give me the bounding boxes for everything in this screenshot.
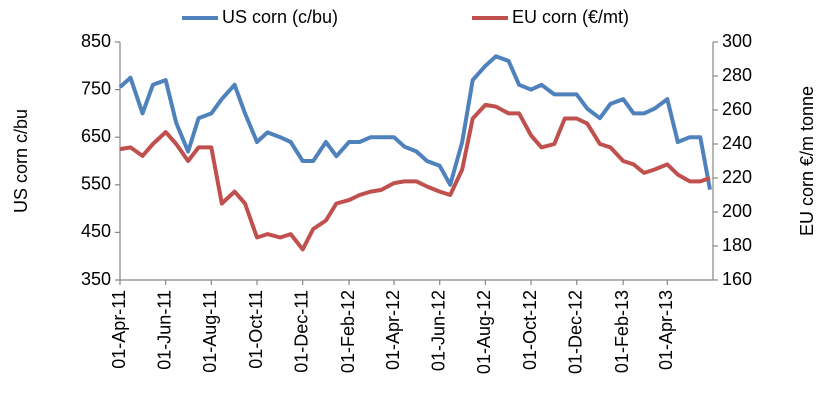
x-tick-label: 01-Aug-12	[474, 290, 494, 374]
y-axis-label: US corn c/bu	[11, 109, 31, 213]
y-tick-label: 650	[81, 126, 111, 146]
series-line	[119, 102, 711, 252]
y2-tick-label: 220	[722, 167, 752, 187]
x-tick-label: 01-Jun-11	[154, 290, 174, 370]
y2-tick-label: 160	[722, 269, 752, 289]
legend-label: US corn (c/bu)	[222, 7, 338, 27]
y2-axis-label: EU corn €/m tonne	[797, 86, 817, 236]
y-tick-label: 850	[81, 31, 111, 51]
y-tick-label: 350	[81, 269, 111, 289]
y2-tick-label: 240	[722, 133, 752, 153]
y2-tick-label: 280	[722, 65, 752, 85]
y-tick-label: 550	[81, 174, 111, 194]
y-tick-label: 750	[81, 78, 111, 98]
x-tick-label: 01-Dec-12	[565, 290, 585, 374]
x-tick-label: 01-Oct-12	[520, 290, 540, 370]
series-line	[118, 54, 712, 190]
y2-tick-label: 300	[722, 31, 752, 51]
x-tick-label: 01-Aug-11	[200, 290, 220, 373]
x-tick-label: 01-Jun-12	[428, 290, 448, 371]
x-tick-label: 01-Feb-12	[338, 290, 358, 373]
x-tick-label: 01-Apr-11	[109, 290, 129, 369]
y-tick-label: 450	[81, 221, 111, 241]
y2-tick-label: 260	[722, 99, 752, 119]
x-tick-label: 01-Oct-11	[246, 290, 266, 369]
x-tick-label: 01-Dec-11	[291, 290, 311, 373]
x-tick-label: 01-Apr-12	[383, 290, 403, 370]
x-tick-label: 01-Apr-13	[656, 290, 676, 370]
legend-label: EU corn (€/mt)	[512, 7, 629, 27]
x-tick-label: 01-Feb-13	[612, 290, 632, 373]
y2-tick-label: 180	[722, 235, 752, 255]
y2-tick-label: 200	[722, 201, 752, 221]
